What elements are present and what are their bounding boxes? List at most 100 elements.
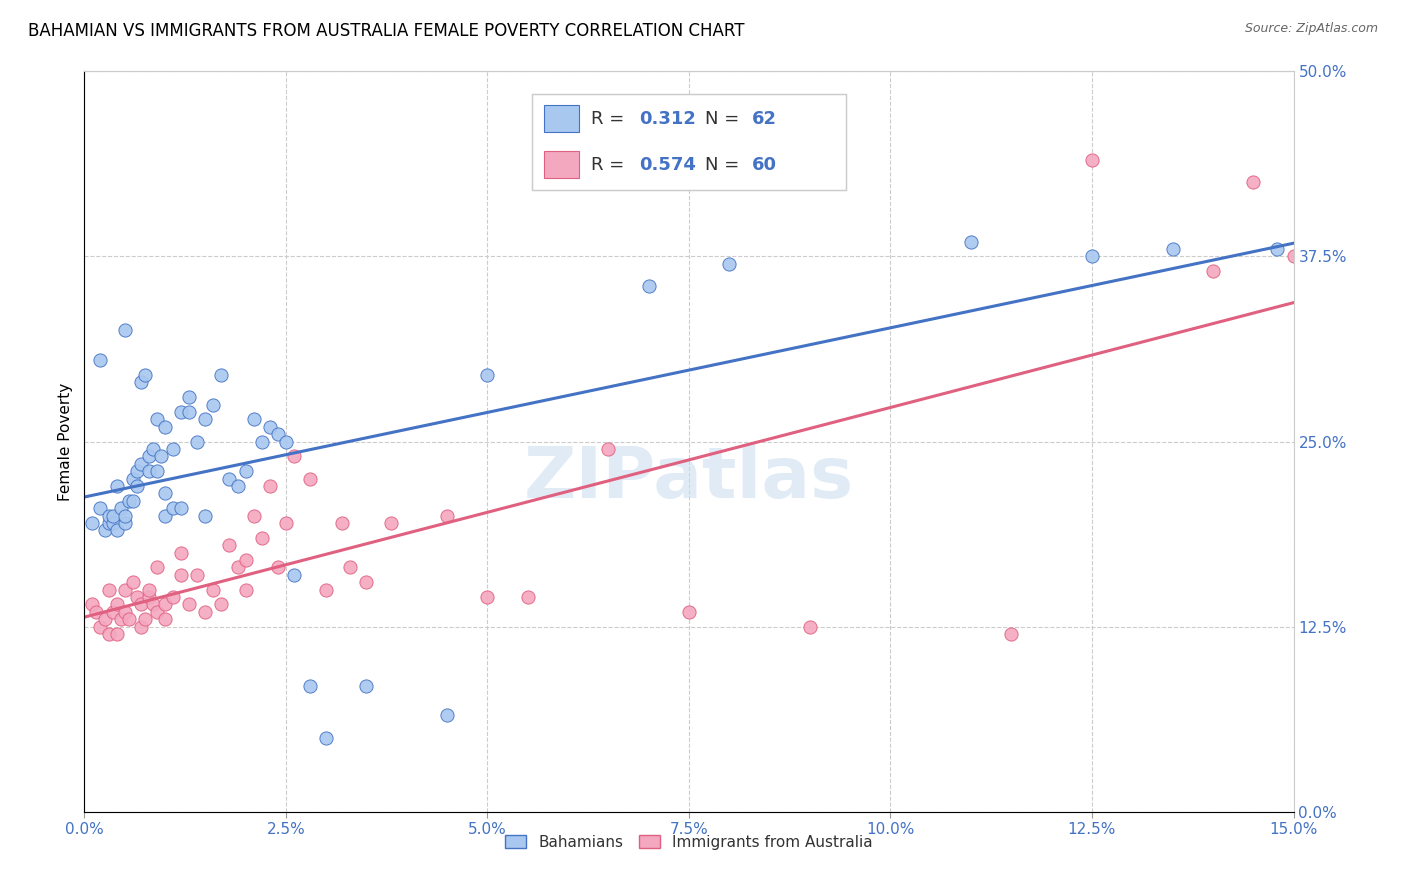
- Point: [226, 479, 249, 493]
- Point: [89, 501, 111, 516]
- Point: [153, 486, 176, 500]
- Point: [125, 464, 148, 478]
- Point: [125, 479, 148, 493]
- Point: [477, 368, 499, 382]
- Point: [146, 560, 169, 574]
- Point: [114, 605, 136, 619]
- Point: [114, 516, 136, 530]
- Point: [121, 575, 143, 590]
- Point: [86, 605, 108, 619]
- Point: [153, 508, 176, 523]
- Point: [315, 731, 337, 745]
- Point: [356, 679, 378, 693]
- Legend: Bahamians, Immigrants from Australia: Bahamians, Immigrants from Australia: [499, 829, 879, 856]
- Point: [299, 472, 322, 486]
- Point: [153, 598, 176, 612]
- Point: [250, 434, 273, 449]
- Point: [436, 508, 458, 523]
- Point: [93, 524, 115, 538]
- Point: [82, 516, 104, 530]
- Point: [226, 560, 249, 574]
- Point: [118, 612, 141, 626]
- Point: [799, 619, 821, 633]
- Point: [339, 560, 361, 574]
- Point: [242, 412, 264, 426]
- Text: Source: ZipAtlas.com: Source: ZipAtlas.com: [1244, 22, 1378, 36]
- Point: [186, 434, 208, 449]
- Point: [121, 493, 143, 508]
- Point: [380, 516, 402, 530]
- Point: [142, 442, 165, 456]
- Point: [121, 472, 143, 486]
- Point: [283, 450, 305, 464]
- Y-axis label: Female Poverty: Female Poverty: [58, 383, 73, 500]
- Point: [101, 516, 124, 530]
- Point: [89, 353, 111, 368]
- Point: [138, 590, 160, 604]
- Point: [678, 605, 700, 619]
- Point: [97, 508, 120, 523]
- Point: [162, 501, 184, 516]
- Point: [125, 590, 148, 604]
- Point: [960, 235, 983, 249]
- Point: [170, 501, 193, 516]
- Point: [194, 412, 217, 426]
- Text: ZIPatlas: ZIPatlas: [524, 444, 853, 513]
- Point: [162, 442, 184, 456]
- Point: [194, 508, 217, 523]
- Point: [299, 679, 322, 693]
- Point: [114, 324, 136, 338]
- Point: [101, 508, 124, 523]
- Point: [138, 464, 160, 478]
- Point: [114, 508, 136, 523]
- Point: [146, 605, 169, 619]
- Point: [218, 538, 240, 552]
- Point: [114, 582, 136, 597]
- Point: [142, 598, 165, 612]
- Point: [315, 582, 337, 597]
- Point: [242, 508, 264, 523]
- Point: [202, 582, 225, 597]
- Point: [1282, 250, 1305, 264]
- Point: [267, 560, 290, 574]
- Point: [146, 412, 169, 426]
- Point: [129, 376, 152, 390]
- Point: [1241, 175, 1264, 190]
- Point: [718, 257, 741, 271]
- Point: [1161, 242, 1184, 256]
- Point: [146, 464, 169, 478]
- Point: [93, 612, 115, 626]
- Point: [134, 612, 156, 626]
- Point: [1267, 242, 1289, 256]
- Point: [477, 590, 499, 604]
- Point: [259, 479, 281, 493]
- Point: [129, 457, 152, 471]
- Point: [179, 405, 201, 419]
- Point: [267, 427, 290, 442]
- Point: [129, 619, 152, 633]
- Point: [516, 590, 538, 604]
- Point: [89, 619, 111, 633]
- Point: [149, 450, 172, 464]
- Point: [101, 605, 124, 619]
- Point: [598, 442, 620, 456]
- Point: [1202, 264, 1225, 278]
- Point: [170, 546, 193, 560]
- Point: [82, 598, 104, 612]
- Point: [194, 605, 217, 619]
- Point: [1081, 153, 1104, 168]
- Point: [250, 531, 273, 545]
- Point: [138, 450, 160, 464]
- Point: [138, 582, 160, 597]
- Point: [274, 434, 297, 449]
- Point: [202, 398, 225, 412]
- Point: [274, 516, 297, 530]
- Point: [97, 627, 120, 641]
- Text: BAHAMIAN VS IMMIGRANTS FROM AUSTRALIA FEMALE POVERTY CORRELATION CHART: BAHAMIAN VS IMMIGRANTS FROM AUSTRALIA FE…: [28, 22, 745, 40]
- Point: [110, 612, 132, 626]
- Point: [637, 279, 659, 293]
- Point: [105, 479, 128, 493]
- Point: [1081, 250, 1104, 264]
- Point: [436, 708, 458, 723]
- Point: [153, 612, 176, 626]
